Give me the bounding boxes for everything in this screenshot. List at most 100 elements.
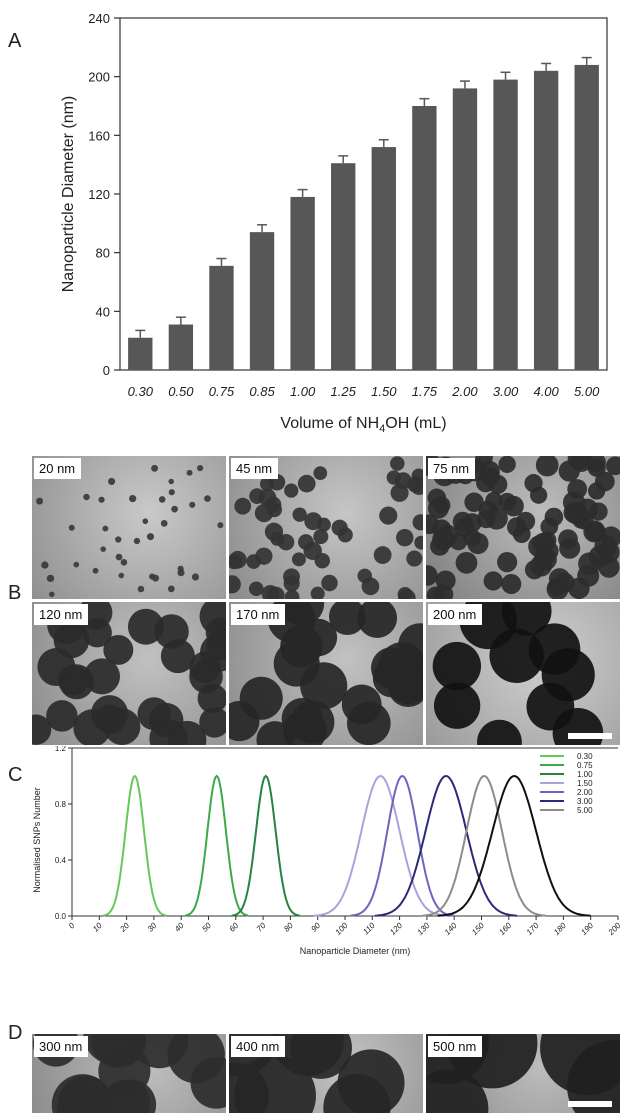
x-tick-label: 160 — [497, 921, 513, 937]
bar — [290, 196, 315, 370]
x-tick-label: 10 — [91, 921, 104, 934]
tem-micrograph-grid-b: 20 nm 45 nm 75 nm 120 nm 170 nm 200 nm — [32, 456, 622, 746]
distribution-curve — [374, 774, 518, 917]
micrograph-size-label: 300 nm — [34, 1036, 89, 1057]
bar — [412, 106, 437, 370]
nanoparticle — [83, 493, 90, 501]
nanoparticle — [558, 460, 580, 482]
x-tick-label: 100 — [334, 921, 350, 937]
nanoparticle — [433, 496, 451, 514]
nanoparticle — [199, 707, 226, 738]
x-tick-label: 0.30 — [128, 384, 154, 399]
nanoparticle — [397, 586, 413, 599]
nanoparticle — [57, 1081, 108, 1113]
nanoparticle — [323, 1074, 391, 1113]
nanoparticle — [229, 575, 241, 594]
nanoparticle — [298, 534, 314, 550]
x-tick-label: 40 — [173, 921, 186, 934]
nanoparticle — [171, 505, 178, 513]
nanoparticle — [115, 553, 123, 561]
nanoparticle — [412, 514, 423, 531]
x-tick-label: 50 — [200, 921, 213, 934]
bar — [209, 265, 234, 370]
y-tick-label: 0.0 — [55, 912, 67, 921]
nanoparticle — [535, 456, 559, 477]
micrograph-size-label: 200 nm — [428, 604, 483, 625]
bar — [493, 79, 518, 370]
nanoparticle — [142, 518, 149, 525]
nanoparticle — [313, 529, 329, 545]
x-tick-label: 3.00 — [493, 384, 519, 399]
nanoparticle — [189, 651, 221, 684]
nanoparticle — [254, 503, 274, 523]
nanoparticle — [73, 561, 80, 568]
nanoparticle — [168, 489, 175, 496]
nanoparticle — [478, 500, 498, 520]
x-tick-label: 30 — [146, 921, 159, 934]
distribution-curve — [231, 774, 301, 917]
scale-bar — [568, 733, 612, 739]
x-tick-label: 150 — [470, 921, 486, 937]
nanoparticle — [234, 497, 252, 515]
nanoparticle — [455, 551, 478, 574]
nanoparticle — [524, 560, 545, 580]
nanoparticle — [313, 466, 328, 480]
nanoparticle — [118, 572, 125, 579]
nanoparticle — [497, 552, 518, 573]
x-tick-label: 2.00 — [451, 384, 478, 399]
nanoparticle — [433, 682, 481, 729]
legend-label: 3.00 — [577, 797, 593, 806]
nanoparticle — [477, 719, 522, 745]
nanoparticle — [258, 488, 277, 507]
x-tick-label: 1.00 — [290, 384, 316, 399]
x-tick-label: 130 — [416, 921, 432, 937]
nanoparticle — [341, 684, 382, 725]
nanoparticle — [100, 546, 106, 552]
x-axis-label: Volume of NH4OH (mL) — [280, 415, 446, 435]
nanoparticle — [160, 520, 168, 527]
panel-letter-c: C — [8, 764, 23, 786]
nanoparticle — [594, 534, 618, 558]
x-axis-label-subscript: 4 — [379, 423, 385, 435]
y-axis-label: Nanoparticle Diameter (nm) — [60, 96, 77, 293]
nanoparticle — [292, 507, 307, 522]
micrograph-size-label: 45 nm — [231, 458, 279, 479]
y-tick-label: 160 — [88, 128, 110, 143]
legend-label: 1.00 — [577, 770, 593, 779]
nanoparticle — [108, 477, 116, 485]
nanoparticle — [68, 524, 75, 531]
nanoparticle — [272, 1034, 344, 1077]
legend-label: 2.00 — [577, 788, 593, 797]
legend-label: 1.50 — [577, 779, 593, 788]
nanoparticle — [357, 568, 372, 584]
distribution-curve — [422, 774, 546, 917]
nanoparticle — [538, 540, 559, 562]
y-tick-label: 0.4 — [55, 856, 67, 865]
particle-layer — [229, 1034, 405, 1113]
tem-micrograph: 200 nm — [426, 602, 620, 745]
x-tick-label: 70 — [255, 921, 268, 934]
tem-micrograph-grid-d: 300 nm 400 nm 500 nm — [32, 1034, 622, 1113]
x-tick-label: 1.75 — [412, 384, 438, 399]
nanoparticle — [137, 697, 171, 731]
particle-layer — [32, 1034, 226, 1113]
particle-layer — [35, 461, 224, 598]
tem-micrograph: 75 nm — [426, 456, 620, 599]
nanoparticle — [433, 584, 454, 599]
nanoparticle — [567, 479, 588, 499]
nanoparticle — [396, 528, 414, 547]
nanoparticle — [261, 585, 280, 599]
nanoparticle — [498, 456, 516, 473]
nanoparticle — [585, 456, 606, 473]
distribution-curve — [437, 774, 591, 917]
x-tick-label: 170 — [525, 921, 541, 937]
nanoparticle — [46, 574, 55, 583]
nanoparticle — [46, 700, 78, 732]
nanoparticle — [103, 708, 141, 745]
x-tick-label: 180 — [552, 921, 568, 937]
x-tick-label: 4.00 — [533, 384, 559, 399]
nanoparticle — [191, 573, 200, 581]
nanoparticle — [167, 585, 175, 593]
x-tick-label: 20 — [118, 921, 132, 935]
bar — [533, 70, 559, 371]
